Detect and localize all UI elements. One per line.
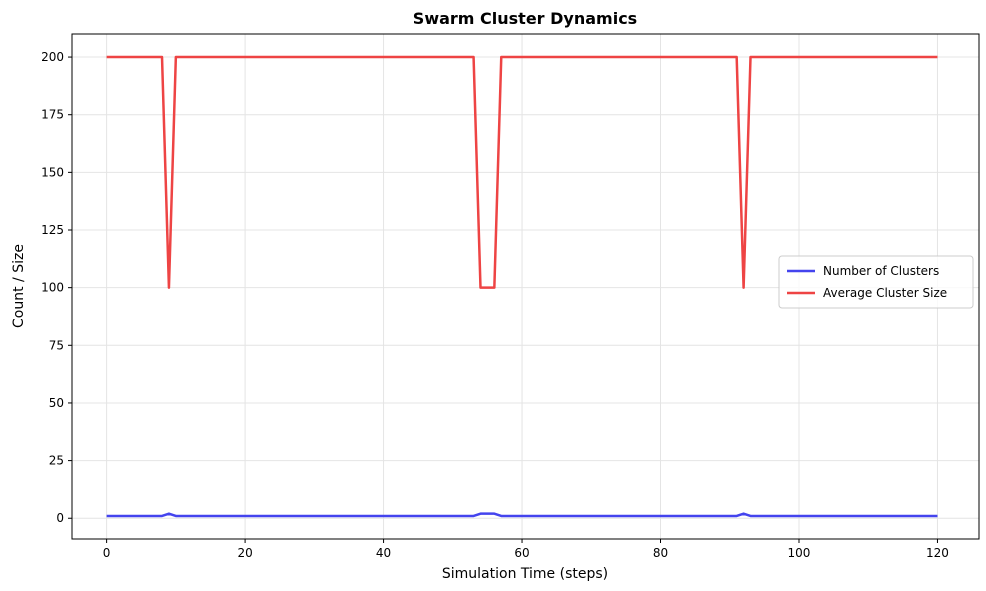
x-tick-label: 100 (788, 546, 811, 560)
series-group (106, 55, 938, 518)
y-tick-label: 125 (41, 223, 64, 237)
y-axis-ticks: 0 25 50 75 100 125 150 175 200 (41, 50, 72, 525)
y-tick-label: 50 (49, 396, 64, 410)
legend-label-number-of-clusters: Number of Clusters (823, 264, 939, 278)
x-axis-ticks: 0 20 40 60 80 100 120 (103, 539, 949, 560)
y-tick-label: 150 (41, 165, 64, 179)
grid (72, 34, 979, 539)
y-tick-label: 25 (49, 454, 64, 468)
x-tick-label: 60 (514, 546, 529, 560)
y-tick-label: 100 (41, 281, 64, 295)
y-tick-label: 200 (41, 50, 64, 64)
x-tick-label: 80 (653, 546, 668, 560)
x-axis-label: Simulation Time (steps) (442, 566, 608, 582)
x-tick-label: 120 (926, 546, 949, 560)
series-line-average-cluster-size (106, 55, 938, 289)
legend: Number of Clusters Average Cluster Size (778, 255, 974, 309)
y-tick-label: 75 (49, 338, 64, 352)
series-line-number-of-clusters (106, 512, 938, 518)
y-axis-label: Count / Size (11, 244, 27, 328)
x-tick-label: 20 (237, 546, 252, 560)
y-tick-label: 175 (41, 108, 64, 122)
plot-area-frame (71, 33, 980, 540)
legend-label-average-cluster-size: Average Cluster Size (823, 286, 947, 300)
y-tick-label: 0 (56, 511, 64, 525)
x-tick-label: 40 (376, 546, 391, 560)
x-tick-label: 0 (103, 546, 111, 560)
chart-title: Swarm Cluster Dynamics (413, 9, 637, 28)
legend-box (778, 255, 974, 309)
